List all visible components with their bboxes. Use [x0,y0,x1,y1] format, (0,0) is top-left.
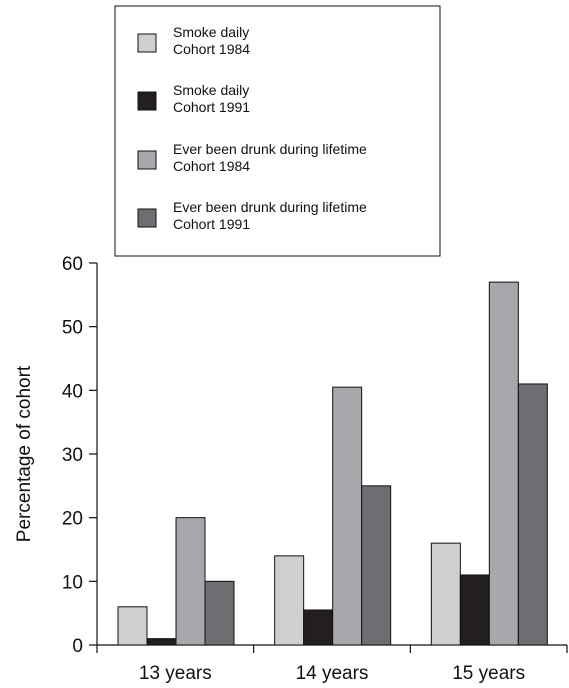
legend-label-line1: Smoke daily [173,24,249,40]
legend-label-line1: Ever been drunk during lifetime [173,199,367,215]
x-category-label: 15 years [452,663,525,684]
bar [303,609,334,646]
legend-swatch [137,208,157,228]
x-category-label: 14 years [296,663,369,684]
bar [146,638,177,646]
bar [175,517,206,646]
legend-swatch [137,150,157,170]
legend-frame [114,5,441,257]
bar [459,574,490,646]
bar [332,386,363,646]
legend-swatch [137,91,157,111]
bar [204,580,235,646]
bar [517,383,548,646]
bars [117,281,548,646]
y-tick-label: 0 [72,636,83,657]
y-tick-label: 50 [62,318,83,339]
x-ticks: 13 years 14 years 15 years [96,645,568,684]
y-ticks: 0 10 20 30 40 50 60 [62,254,97,657]
y-axis-title: Percentage of cohort [14,365,35,542]
y-tick-label: 10 [62,572,83,593]
y-tick-label: 60 [62,254,83,275]
legend-label-line2: Cohort 1991 [173,216,250,232]
bar [274,555,305,646]
bar [117,606,148,646]
x-category-label: 13 years [139,663,212,684]
y-tick-label: 30 [62,445,83,466]
legend-label-line2: Cohort 1991 [173,99,250,115]
y-tick-label: 20 [62,509,83,530]
legend-label-line1: Smoke daily [173,82,249,98]
legend-label-line1: Ever been drunk during lifetime [173,141,367,157]
legend-label-line2: Cohort 1984 [173,158,250,174]
legend-label-line2: Cohort 1984 [173,41,250,57]
bar [361,485,392,646]
y-tick-label: 40 [62,381,83,402]
legend-swatch [137,33,157,53]
bar [430,542,461,646]
bar [488,281,519,646]
